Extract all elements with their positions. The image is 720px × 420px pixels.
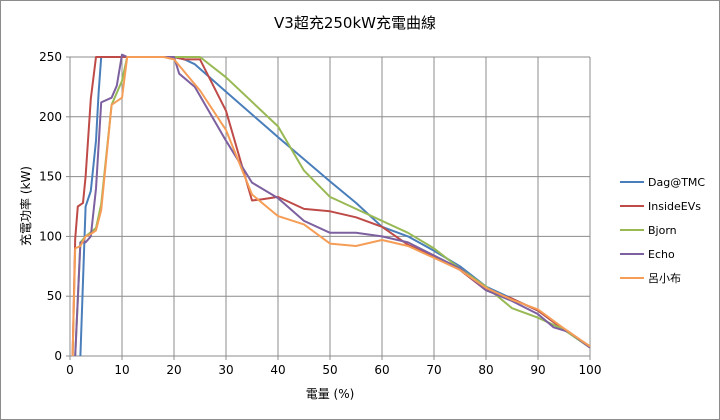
y-tick-label: 0 xyxy=(54,349,62,363)
y-tick-label: 150 xyxy=(39,170,62,184)
series-group xyxy=(71,53,591,357)
legend-label: 呂小布 xyxy=(648,272,681,285)
x-tick-label: 80 xyxy=(478,363,493,377)
x-tick-label: 90 xyxy=(530,363,545,377)
x-tick-label: 20 xyxy=(166,363,181,377)
series-line xyxy=(74,56,591,357)
y-tick-label: 200 xyxy=(39,110,62,124)
legend: Dag@TMC InsideEVs Bjorn Echo 呂小布 xyxy=(620,176,705,285)
x-tick-label: 60 xyxy=(374,363,389,377)
series-line xyxy=(79,56,591,357)
y-tick-label: 100 xyxy=(39,229,62,243)
legend-label: Dag@TMC xyxy=(648,176,705,189)
legend-label: Bjorn xyxy=(648,224,677,237)
x-tick-label: 100 xyxy=(579,363,602,377)
x-tick-label: 10 xyxy=(114,363,129,377)
x-tick-label: 40 xyxy=(270,363,285,377)
legend-label: Echo xyxy=(648,248,675,261)
x-tick-label: 30 xyxy=(218,363,233,377)
tick-labels: 0 10 20 30 40 50 60 70 80 90 100 0 50 100 150 200 250 xyxy=(39,50,601,377)
y-axis-title: 充電功率 (kW) xyxy=(18,166,33,246)
grid xyxy=(70,56,591,356)
axes xyxy=(66,56,591,360)
x-tick-label: 70 xyxy=(426,363,441,377)
y-tick-label: 50 xyxy=(47,289,62,303)
series-line xyxy=(71,56,591,357)
series-line xyxy=(74,53,591,357)
x-tick-label: 0 xyxy=(66,363,74,377)
y-tick-label: 250 xyxy=(39,50,62,64)
x-tick-label: 50 xyxy=(322,363,337,377)
series-line xyxy=(71,56,591,357)
legend-label: InsideEVs xyxy=(648,200,701,213)
x-axis-title: 電量 (%) xyxy=(306,387,355,401)
chart-title: V3超充250kW充電曲線 xyxy=(274,14,436,32)
